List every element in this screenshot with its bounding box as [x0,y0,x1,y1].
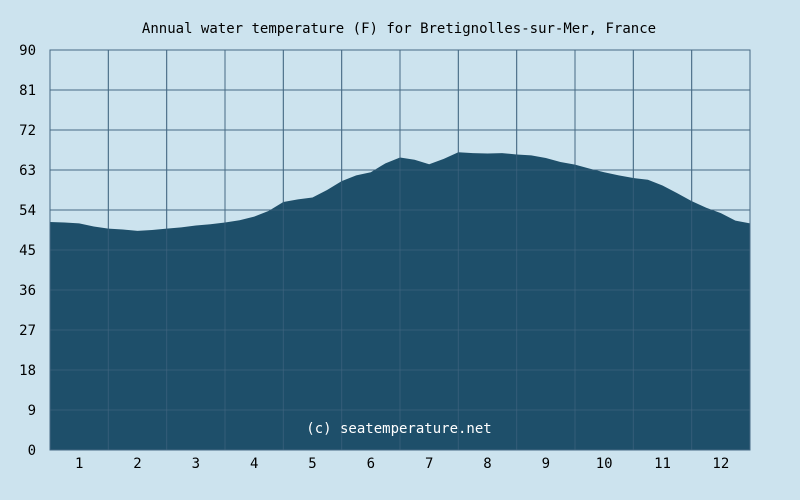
plot-frame [49,49,751,451]
y-tick-label: 36 [19,283,36,299]
x-tick-label: 9 [542,456,550,472]
y-tick-label: 18 [19,363,36,379]
x-tick-label: 2 [133,456,141,472]
y-tick-label: 81 [19,83,36,99]
y-axis-ticks: 0 9 18 27 36 45 54 63 72 81 90 [19,43,36,459]
y-tick-label: 90 [19,43,36,59]
x-tick-label: 8 [483,456,491,472]
x-tick-label: 4 [250,456,258,472]
watermark: (c) seatemperature.net [306,421,491,437]
x-tick-label: 3 [192,456,200,472]
x-tick-label: 12 [712,456,729,472]
y-tick-label: 72 [19,123,36,139]
x-tick-label: 10 [596,456,613,472]
y-tick-label: 63 [19,163,36,179]
x-tick-label: 7 [425,456,433,472]
y-tick-label: 45 [19,243,36,259]
x-tick-label: 6 [367,456,375,472]
x-tick-label: 11 [654,456,671,472]
y-tick-label: 27 [19,323,36,339]
y-tick-label: 9 [28,403,36,419]
x-tick-label: 5 [308,456,316,472]
x-axis-ticks: 1 2 3 4 5 6 7 8 9 10 11 12 [75,456,729,472]
y-tick-label: 0 [28,443,36,459]
y-tick-label: 54 [19,203,36,219]
chart-title: Annual water temperature (F) for Bretign… [142,21,656,37]
x-tick-label: 1 [75,456,83,472]
